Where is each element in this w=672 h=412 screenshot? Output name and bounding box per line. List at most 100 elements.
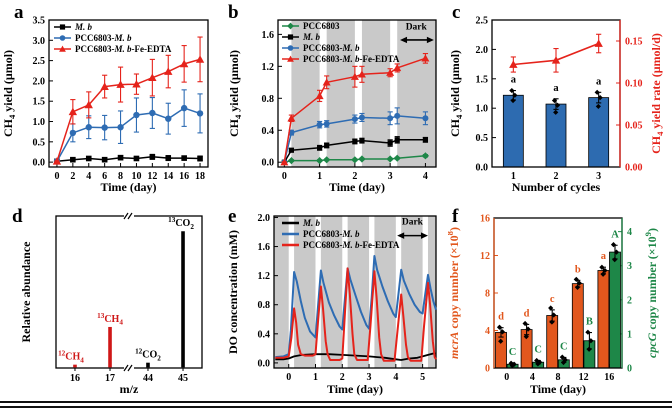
panel-a-series-1 [53, 89, 204, 165]
legend-label: PCC6803-M. b-Fe-EDTA [303, 240, 400, 250]
significance-letter: A [611, 229, 619, 240]
significance-letter: a [553, 83, 559, 94]
x-tick-label: 16 [70, 373, 80, 384]
x-axis-label: m/z [120, 382, 139, 396]
y-tick-label: 0.0 [262, 158, 275, 169]
legend-label: PCC6803-M. b [303, 229, 360, 239]
x-tick-label: 45 [178, 373, 188, 384]
x-tick-label: 12 [579, 372, 589, 383]
y-tick-label: 1.2 [258, 271, 271, 282]
legend-label: PCC6803-M. b [303, 43, 360, 53]
y-tick-label: 0.5 [476, 133, 489, 144]
y-tick-label: 16 [480, 214, 490, 225]
panel-a-series-2 [52, 36, 205, 165]
peak-label: 12CO2 [135, 348, 161, 363]
y-tick-label: 1.5 [476, 74, 489, 85]
x-tick-label: 2 [554, 171, 559, 182]
panel-b-series-2 [281, 107, 429, 166]
y-tick-label: 1.2 [262, 62, 275, 73]
figure-bottom-rule [0, 401, 672, 408]
panel-c-bars-0: aaa [502, 75, 610, 168]
y-axis-label: Relative abundance [19, 241, 33, 343]
y-tick-label: 1.6 [258, 242, 271, 253]
legend-item: PCC6803-M. b-Fe-EDTA [282, 54, 400, 64]
peak-label: 12CH4 [58, 350, 84, 365]
x-tick-label: 1 [511, 171, 516, 182]
legend-item: PCC6803-M. b-Fe-EDTA [282, 240, 400, 250]
x-tick-label: 3 [596, 171, 601, 182]
x-tick-label: 10 [131, 171, 141, 182]
significance-letter: c [550, 294, 555, 305]
bar [571, 283, 584, 369]
peak-label: 13CH4 [97, 312, 123, 327]
x-tick-label: 4 [530, 372, 535, 383]
y-tick-label: 3.5 [33, 16, 46, 27]
y-tick-label: 1.0 [476, 104, 489, 115]
significance-letter: a [511, 75, 517, 86]
legend-label: M. b [302, 218, 321, 228]
y-tick-label: 1.0 [33, 117, 46, 128]
x-tick-label: 4 [393, 372, 398, 383]
x-tick-label: 0 [504, 372, 509, 383]
significance-letter: C [509, 347, 517, 358]
x-axis-label: Time (day) [327, 382, 383, 396]
panel-c-chart: 1 2 3 0.0 0.5 1.0 1.5 2.0 2.5 0.00 0.05 0.10 0.15 a a a… [448, 16, 665, 195]
y-tick-label: 2.0 [258, 213, 271, 224]
y-tick-label: 0.8 [258, 300, 271, 311]
y-tick-label: 0 [485, 364, 490, 375]
y-tick-label: 0.4 [258, 329, 271, 340]
legend-item: PCC6803-M. b [282, 229, 360, 239]
x-tick-label: 12 [147, 171, 157, 182]
legend-item: M. b [282, 218, 321, 228]
panel-c-rate-line [509, 33, 603, 73]
y-tick-label: 2.5 [33, 56, 46, 67]
panel-c-plot: 1 2 3 0.0 0.5 1.0 1.5 2.0 2.5 0.00 0.05 0.10 0.15 a a a… [448, 16, 665, 195]
x-tick-label: 8 [118, 171, 123, 182]
y2-axis-label: cpcG copy number (×109) [643, 228, 659, 358]
panel-b-series-3 [280, 53, 430, 166]
y2-tick-label: 1 [627, 329, 632, 340]
x-tick-label: 44 [143, 373, 153, 384]
y-axis-label: DO concentration (mM) [226, 230, 240, 354]
bar [495, 331, 507, 369]
panel-f-bars-0: d d c b a [495, 251, 610, 369]
panel-a-plot: 0 2 4 6 8 10 12 14 16 18 0.0 0.5 1.0 1.5 2.0 2.5 3.0 3.5 M… [1, 16, 209, 194]
legend-item: M. b [54, 22, 93, 32]
panel-f-letter: f [452, 206, 459, 227]
y2-tick-label: 0.05 [625, 121, 643, 132]
significance-letter: a [596, 76, 602, 87]
legend-item: PCC6803-M. b [282, 43, 360, 53]
y-axis-label: CH4 yield (μmol) [1, 50, 17, 137]
significance-letter: d [524, 308, 530, 319]
panel-d-letter: d [12, 206, 23, 227]
panel-d-chart: 12CH4 16 13CH4 17 12CO2 44 13CO2 45 m/z Relative … [19, 212, 203, 396]
y2-tick-label: 3 [627, 261, 632, 272]
y-tick-label: 8 [485, 289, 490, 300]
x-tick-label: 1 [317, 171, 322, 182]
y2-tick-label: 0.10 [625, 79, 643, 90]
significance-letter: C [560, 341, 568, 352]
x-tick-label: 16 [604, 372, 614, 383]
x-tick-label: 6 [102, 171, 107, 182]
y-tick-label: 2.0 [33, 76, 46, 87]
significance-letter: d [498, 312, 504, 323]
x-tick-label: 5 [420, 372, 425, 383]
y-tick-label: 12 [480, 251, 490, 262]
significance-letter: B [586, 317, 593, 328]
y2-tick-label: 4 [627, 227, 632, 238]
x-tick-label: 3 [388, 171, 393, 182]
legend-label: M. b [74, 22, 93, 32]
legend-item: PCC6803-M. b [54, 33, 132, 43]
bar [502, 94, 524, 168]
panel-d-plot: 12CH4 16 13CH4 17 12CO2 44 13CO2 45 m/z Relative … [19, 212, 203, 396]
x-tick-label: 4 [86, 171, 91, 182]
legend-label: PCC6803-M. b [75, 33, 132, 43]
y-tick-label: 4 [485, 326, 490, 337]
legend-label: M. b [302, 32, 321, 42]
x-tick-label: 0 [54, 171, 59, 182]
x-tick-label: 0 [286, 372, 291, 383]
